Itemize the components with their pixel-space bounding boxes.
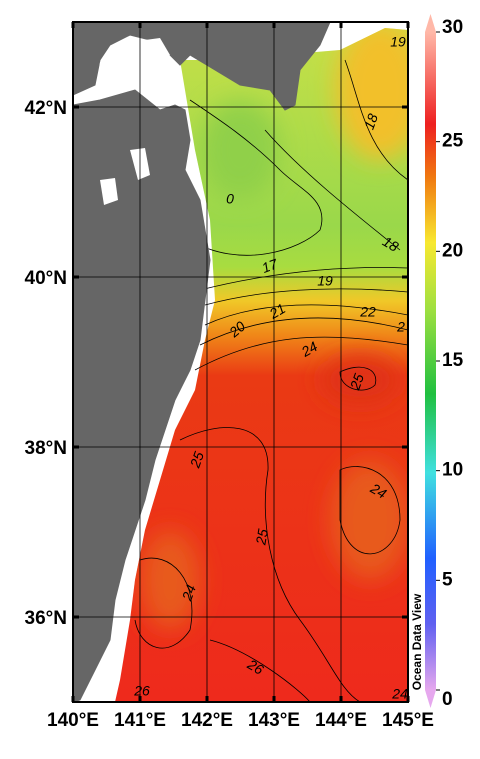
x-tick-label: 140°E <box>47 710 99 731</box>
x-tick-label: 143°E <box>248 710 300 731</box>
y-tick-label: 40°N <box>25 268 67 289</box>
colorbar <box>425 32 436 690</box>
colorbar-label: 25 <box>442 131 464 152</box>
contour-label: 25 <box>186 449 207 470</box>
x-tick-label: 144°E <box>315 710 367 731</box>
contours <box>134 59 408 702</box>
contour-label: 25 <box>252 528 271 547</box>
colorbar-label: 5 <box>442 569 453 590</box>
contour-label: 19 <box>317 273 333 289</box>
contour-label: 0 <box>226 191 234 207</box>
contour-label: 24 <box>298 338 321 360</box>
contour-label: 17 <box>260 255 281 276</box>
colorbar-bottom-arrow <box>425 690 436 708</box>
colorbar-label: 0 <box>442 689 453 710</box>
colorbar-label: 30 <box>442 17 463 38</box>
contour-label: 24 <box>367 480 390 502</box>
colorbar-label: 10 <box>442 460 463 481</box>
colorbar-top-arrow <box>425 14 436 32</box>
x-tick-label: 145°E <box>382 710 434 731</box>
contour-label: 25 <box>346 371 367 392</box>
y-tick-label: 38°N <box>25 438 67 459</box>
contour-label: 24 <box>391 686 408 702</box>
contour-label: 21 <box>266 300 288 322</box>
colorbar-label: 15 <box>442 350 464 371</box>
contour-label: 22 <box>359 304 376 320</box>
land <box>73 22 331 702</box>
map-area <box>73 22 408 702</box>
contour-label: 24 <box>178 582 199 603</box>
contour-label: 18 <box>380 233 402 255</box>
contour-label: 26 <box>244 656 267 678</box>
contour-label: 26 <box>133 683 150 699</box>
x-tick-label: 141°E <box>114 710 166 731</box>
contour-label: 2 <box>396 319 405 335</box>
contour-label: 18 <box>361 111 381 131</box>
contour-label: 19 <box>390 34 406 50</box>
y-tick-label: 42°N <box>25 98 67 119</box>
colorbar-label: 20 <box>442 240 463 261</box>
credit: Ocean Data View <box>410 593 424 690</box>
y-tick-label: 36°N <box>25 608 67 629</box>
x-tick-label: 142°E <box>181 710 233 731</box>
